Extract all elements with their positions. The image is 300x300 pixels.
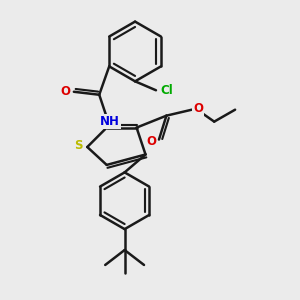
Text: NH: NH [100,115,120,128]
Text: Cl: Cl [160,84,173,97]
Text: O: O [146,134,156,148]
Text: O: O [193,102,203,115]
Text: S: S [74,139,83,152]
Text: O: O [61,85,71,98]
